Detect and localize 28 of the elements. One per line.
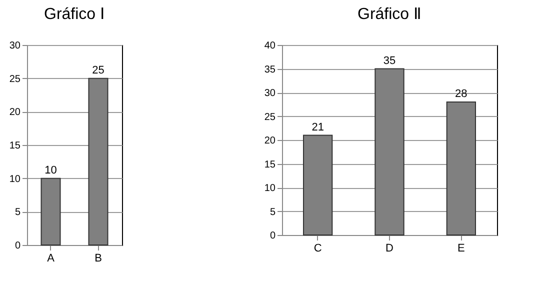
y-tick-label: 10 — [264, 183, 276, 194]
y-tick-label: 5 — [14, 207, 21, 218]
y-tick-label: 20 — [264, 136, 276, 146]
chart-title: Gráfico Ⅰ — [44, 6, 106, 23]
x-tick-label: D — [386, 242, 394, 254]
x-tick-label: C — [314, 242, 322, 254]
data-label: 25 — [92, 64, 104, 76]
y-tick-label: 35 — [264, 64, 276, 76]
y-tick-label: 15 — [9, 140, 21, 152]
chart-title: Gráfico Ⅱ — [357, 6, 422, 23]
y-tick-label: 0 — [270, 230, 276, 242]
y-tick-label: 5 — [270, 206, 276, 218]
data-label: 35 — [383, 54, 396, 67]
y-tick-label: 10 — [9, 174, 21, 185]
y-tick-label: 25 — [9, 74, 21, 85]
data-label: 10 — [44, 164, 57, 176]
y-tick-label: 15 — [264, 159, 276, 170]
x-tick-label: E — [457, 242, 465, 254]
y-tick-label: 20 — [9, 107, 21, 118]
y-tick-label: 40 — [264, 40, 276, 52]
x-tick-label: A — [47, 252, 56, 264]
y-tick-label: 25 — [264, 112, 276, 123]
y-tick-label: 0 — [14, 240, 21, 252]
x-tick-label: B — [94, 252, 102, 264]
data-label: 21 — [312, 121, 324, 134]
y-tick-label: 30 — [264, 88, 276, 99]
y-tick-label: 30 — [9, 40, 21, 52]
data-label: 28 — [455, 88, 468, 100]
